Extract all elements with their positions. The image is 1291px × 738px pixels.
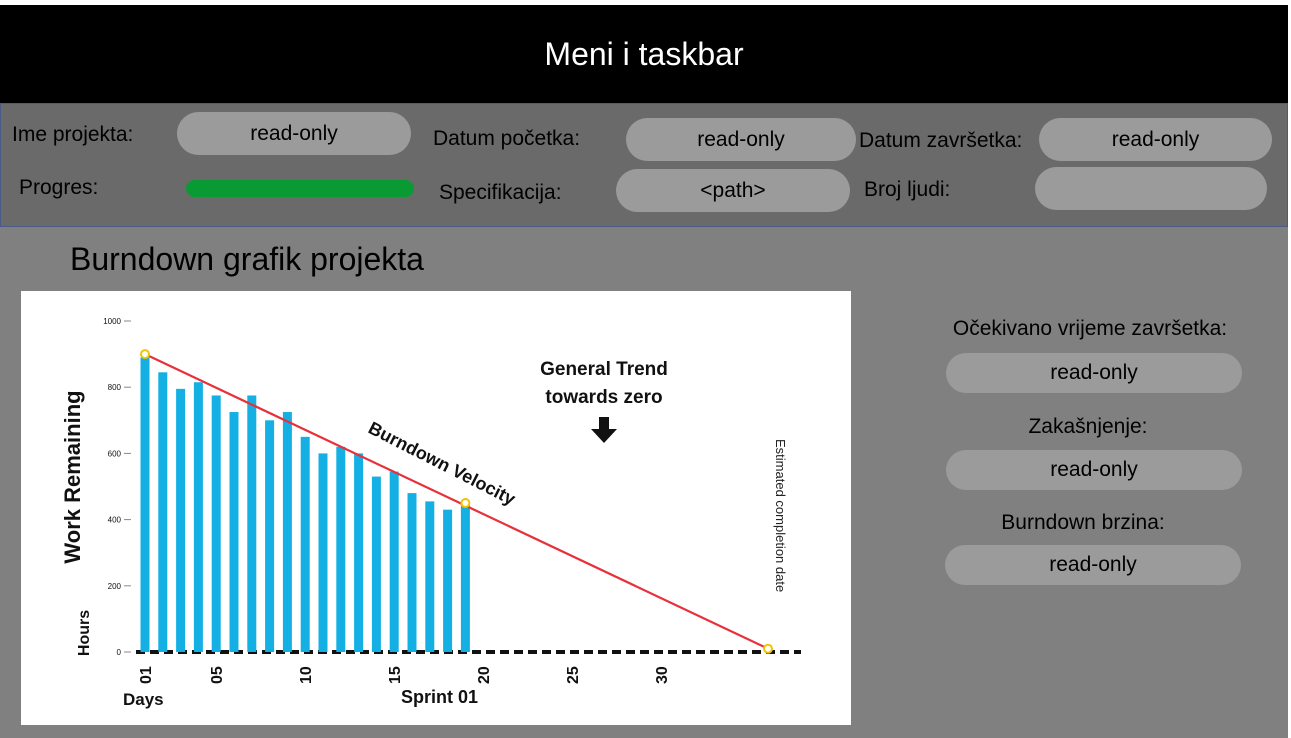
menu-taskbar: Meni i taskbar xyxy=(0,5,1288,103)
people-count-field[interactable] xyxy=(1035,167,1267,210)
trend-line xyxy=(144,353,769,650)
delay-label: Zakašnjenje: xyxy=(1028,415,1148,438)
x-tick-label: 10 xyxy=(298,666,315,684)
delay-field[interactable]: read-only xyxy=(946,450,1242,490)
bar xyxy=(176,388,186,652)
burndown-chart: 0 200 400 600 800 1000 01 05 10 15 20 25 30 Work Rema… xyxy=(21,291,851,725)
people-count-label: Broj ljudi: xyxy=(864,178,951,201)
bar xyxy=(140,357,150,652)
x-axis-sprint-label: Sprint 01 xyxy=(401,687,478,707)
trend-point xyxy=(140,349,150,360)
burndown-chart-title: Burndown grafik projekta xyxy=(70,241,424,277)
burndown-velocity-label: Burndown brzina: xyxy=(1001,511,1165,534)
specification-field[interactable]: <path> xyxy=(616,169,850,212)
burndown-chart-svg: 0 200 400 600 800 1000 01 05 10 15 20 25 30 Work Rema… xyxy=(60,317,801,709)
bar xyxy=(407,493,417,652)
bar xyxy=(443,509,453,652)
bar xyxy=(318,453,328,652)
specification-label: Specifikacija: xyxy=(439,181,562,204)
y-axis-label: Work Remaining xyxy=(60,390,85,563)
x-axis-label: Days xyxy=(123,690,164,709)
end-date-field[interactable]: read-only xyxy=(1039,118,1272,161)
menu-taskbar-title: Meni i taskbar xyxy=(544,35,744,72)
bar xyxy=(247,395,257,652)
completion-date-label: Estimated completion date xyxy=(773,439,788,592)
progress-bar xyxy=(186,180,414,197)
y-tick-label: 600 xyxy=(108,449,122,458)
x-tick-label: 15 xyxy=(387,666,404,684)
bar xyxy=(354,453,364,652)
bar xyxy=(265,420,275,652)
end-date-label: Datum završetka: xyxy=(859,129,1023,152)
y-tick-label: 0 xyxy=(117,648,122,657)
down-arrow-icon xyxy=(591,417,617,443)
bar xyxy=(371,476,381,652)
progress-label: Progres: xyxy=(19,176,99,199)
x-tick-label: 30 xyxy=(654,666,671,684)
bar xyxy=(282,412,292,652)
x-tick-label: 20 xyxy=(476,666,493,684)
trend-point xyxy=(460,498,471,509)
expected-completion-label: Očekivano vrijeme završetka: xyxy=(952,317,1228,340)
y-axis-unit: Hours xyxy=(76,610,93,656)
expected-completion-field[interactable]: read-only xyxy=(946,353,1242,393)
trend-point xyxy=(763,643,773,654)
y-tick-label: 200 xyxy=(108,582,122,591)
annotation-text: towards zero xyxy=(545,387,662,408)
project-name-field[interactable]: read-only xyxy=(177,112,411,155)
start-date-label: Datum početka: xyxy=(433,127,581,150)
x-tick-label: 05 xyxy=(209,666,226,684)
bar xyxy=(211,395,221,652)
start-date-field[interactable]: read-only xyxy=(626,118,856,161)
bar xyxy=(158,372,168,652)
bar xyxy=(300,436,310,652)
y-tick-label: 1000 xyxy=(103,317,121,326)
annotation-text: General Trend xyxy=(540,359,668,380)
bar xyxy=(460,503,470,652)
project-name-label: Ime projekta: xyxy=(12,123,134,146)
bar xyxy=(336,446,346,652)
x-tick-label: 25 xyxy=(565,666,582,684)
bar xyxy=(389,471,399,652)
x-tick-label: 01 xyxy=(138,666,155,684)
bar xyxy=(425,501,435,652)
bar xyxy=(229,412,239,652)
y-tick-label: 800 xyxy=(108,383,122,392)
bar xyxy=(193,382,203,652)
burndown-velocity-field[interactable]: read-only xyxy=(945,545,1241,585)
y-tick-label: 400 xyxy=(108,516,122,525)
